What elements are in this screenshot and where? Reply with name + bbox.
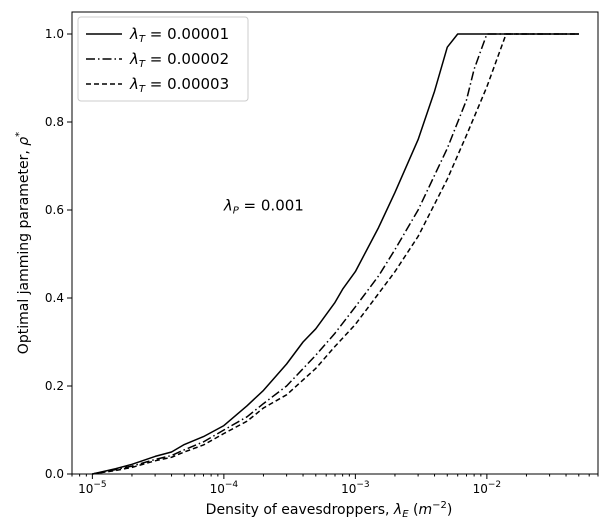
y-tick-label: 0.8 — [45, 115, 64, 129]
y-tick-label: 0.0 — [45, 467, 64, 481]
y-tick-label: 0.6 — [45, 203, 64, 217]
annotation-lambda-p: λP = 0.001 — [223, 197, 304, 217]
x-tick-label: 10−2 — [473, 480, 502, 496]
plot-frame — [71, 11, 599, 475]
x-tick-label: 10−4 — [210, 480, 239, 496]
y-tick-label: 1.0 — [45, 27, 64, 41]
legend-label-lambda-t-3: λT = 0.00003 — [129, 75, 229, 95]
legend: λT = 0.00001 λT = 0.00002 λT = 0.00003 — [77, 16, 249, 102]
series-layer — [92, 33, 579, 475]
legend-box — [77, 16, 249, 102]
x-tick-label: 10−3 — [341, 480, 370, 496]
y-axis-label: Optimal jamming parameter, ρ* — [14, 132, 32, 354]
series-line-1 — [92, 33, 579, 475]
legend-label-lambda-t-1: λT = 0.00001 — [129, 25, 229, 45]
legend-label-lambda-t-2: λT = 0.00002 — [129, 50, 229, 70]
series-line-3 — [92, 33, 579, 475]
x-tick-label: 10−5 — [78, 480, 107, 496]
series-line-2 — [92, 33, 579, 475]
x-axis-label: Density of eavesdroppers, λE (m−2) — [206, 500, 453, 520]
y-tick-label: 0.2 — [45, 379, 64, 393]
y-tick-label: 0.4 — [45, 291, 64, 305]
